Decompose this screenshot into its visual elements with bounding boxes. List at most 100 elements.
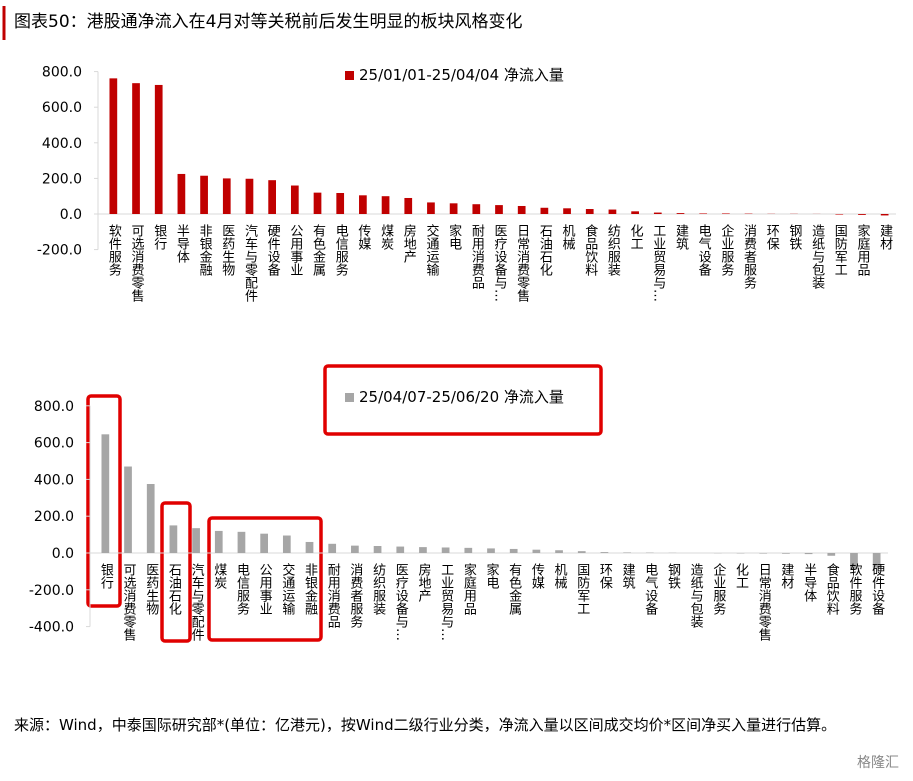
bar: [268, 180, 276, 214]
bar: [517, 205, 526, 214]
x-tick-label: 耐用消费品: [325, 563, 341, 628]
y-tick-label: 600.0: [42, 100, 82, 116]
x-tick-label: 环保: [597, 563, 613, 589]
x-tick-label: 煤炭: [378, 224, 394, 251]
x-tick-label: 传媒: [529, 563, 545, 589]
bar: [464, 547, 473, 553]
x-tick-label: 银行: [151, 224, 167, 251]
x-tick-label: 消费者服务: [347, 563, 363, 628]
x-tick-label: 传媒: [355, 224, 371, 250]
x-tick-label: 非银金融: [302, 563, 318, 615]
bar: [449, 203, 458, 214]
x-tick-label: 建材: [778, 563, 794, 589]
x-tick-label: 汽车与零配件: [242, 224, 258, 302]
y-tick-label: -200.0: [29, 583, 74, 599]
x-tick-label: 非银金融: [197, 224, 213, 276]
y-tick-label: 400.0: [42, 136, 82, 152]
x-tick-label: 电信服务: [333, 224, 349, 276]
bar: [804, 553, 813, 555]
x-tick-label: 食品饮料: [582, 223, 598, 276]
y-tick-label: -400.0: [29, 620, 74, 636]
x-tick-label: 煤炭: [211, 563, 227, 590]
x-tick-label: 建筑: [673, 224, 689, 251]
bar: [381, 196, 390, 214]
legend-swatch: [345, 71, 354, 80]
x-tick-label: 石油石化: [537, 224, 553, 277]
x-tick-label: 可选消费零售: [121, 563, 137, 641]
y-tick-label: 400.0: [34, 472, 74, 488]
bar: [419, 547, 427, 553]
x-tick-label: 有色金属: [310, 224, 326, 277]
bar: [124, 466, 132, 553]
bar: [858, 214, 866, 215]
watermark: 格隆汇: [857, 755, 899, 771]
y-tick-label: 800.0: [42, 65, 82, 81]
x-tick-label: 纺织服装: [605, 224, 621, 276]
bar: [555, 550, 563, 553]
bar: [722, 213, 730, 214]
bar: [282, 535, 291, 553]
bar: [222, 178, 231, 214]
x-tick-label: 医药生物: [219, 224, 235, 277]
x-tick-label: 电信服务: [234, 563, 250, 615]
legend-label: 25/04/07-25/06/20 净流入量: [359, 388, 564, 406]
x-tick-label: 公用事业: [287, 224, 303, 276]
x-tick-label: 可选消费零售: [129, 224, 145, 302]
x-tick-label: 家电: [446, 223, 462, 250]
x-tick-label: 企业服务: [710, 562, 726, 615]
x-tick-label: 日常消费零售: [514, 224, 530, 302]
x-tick-label: 公用事业: [257, 563, 273, 615]
x-tick-label: 建材: [877, 224, 893, 250]
bar: [563, 208, 571, 214]
x-tick-label: 耐用消费品: [469, 224, 485, 289]
bar: [631, 211, 639, 214]
legend-swatch: [345, 393, 354, 402]
bar: [214, 530, 223, 553]
bar: [404, 197, 413, 214]
highlight-box: [207, 516, 323, 642]
x-tick-label: 房地产: [415, 562, 431, 603]
bar: [359, 195, 367, 214]
bar: [200, 175, 208, 214]
y-tick-label: -200.0: [37, 243, 82, 259]
bar: [305, 541, 314, 553]
bar: [169, 525, 178, 553]
x-tick-label: 医药生物: [143, 563, 159, 616]
bar: [577, 551, 586, 553]
x-tick-label: 家庭用品: [854, 223, 870, 276]
y-tick-label: 200.0: [34, 509, 74, 525]
x-tick-label: 钢铁: [786, 224, 802, 250]
chart-title: 图表50：港股通净流入在4月对等关税前后发生明显的板块风格变化: [14, 12, 522, 32]
bar: [177, 173, 186, 214]
x-tick-label: 纺织服装: [370, 563, 386, 615]
bar: [132, 83, 140, 214]
bar: [101, 434, 110, 553]
x-tick-label: 化工: [628, 224, 644, 250]
bar: [608, 209, 617, 214]
x-tick-label: 工业贸易与…: [438, 563, 454, 641]
bar: [623, 552, 631, 553]
bar: [585, 209, 594, 214]
y-tick-label: 600.0: [34, 436, 74, 452]
y-tick-label: 0.0: [60, 207, 82, 223]
x-tick-label: 钢铁: [665, 563, 681, 589]
x-tick-label: 工业贸易与…: [650, 224, 666, 302]
x-tick-label: 家庭用品: [461, 562, 477, 615]
bar: [154, 84, 163, 214]
source-note: 来源：Wind，中泰国际研究部*(单位：亿港元)，按Wind二级行业分类，净流入…: [14, 716, 837, 734]
legend-label: 25/01/01-25/04/04 净流入量: [359, 66, 564, 84]
bar: [850, 553, 858, 570]
bar: [192, 528, 200, 553]
x-tick-label: 软件服务: [106, 224, 122, 276]
x-tick-label: 交通运输: [423, 223, 439, 276]
x-tick-label: 半导体: [801, 563, 817, 602]
bar: [532, 549, 541, 553]
x-tick-label: 医疗设备与…: [393, 563, 409, 641]
bar: [653, 212, 662, 214]
bar: [351, 545, 359, 553]
highlight-box: [86, 394, 122, 608]
bar: [427, 202, 435, 214]
x-tick-label: 企业服务: [718, 223, 734, 276]
x-tick-label: 房地产: [401, 223, 417, 264]
